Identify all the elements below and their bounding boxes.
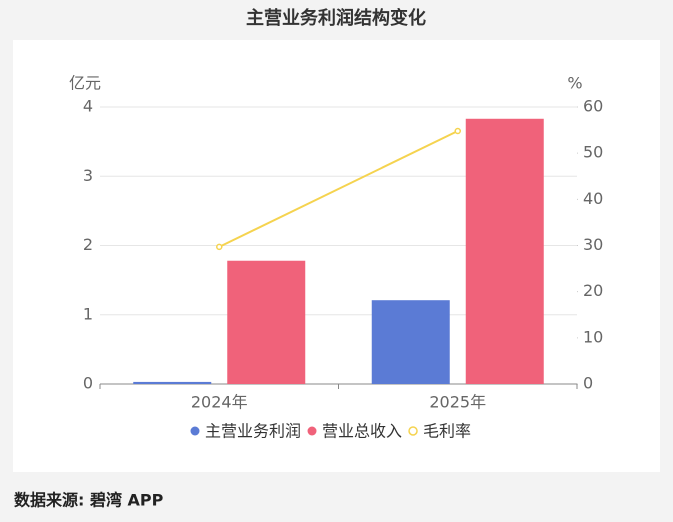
y2-tick-label: 40 [583, 189, 603, 208]
line [218, 130, 459, 248]
y-axis-label: 亿元 [69, 74, 101, 93]
x-tick-label: 2024年 [191, 393, 248, 412]
chart-title: 主营业务利润结构变化 [246, 7, 426, 29]
legend-label: 主营业务利润 [205, 422, 301, 441]
y2-tick-label: 50 [583, 143, 603, 162]
y-tick-label: 4 [83, 97, 93, 116]
legend-marker [190, 426, 200, 436]
y2-tick-label: 60 [583, 97, 603, 116]
line-point [454, 127, 461, 135]
legend-label: 毛利率 [423, 422, 471, 441]
y2-tick-label: 30 [583, 235, 603, 254]
line-point [216, 243, 223, 251]
legend-marker [307, 426, 317, 436]
legend-marker [408, 426, 418, 436]
y-tick-label: 0 [83, 374, 93, 393]
y2-tick-label: 20 [583, 281, 603, 300]
chart-card [13, 40, 660, 472]
y2-tick-label: 0 [583, 374, 593, 393]
y2-tick-label: 10 [583, 327, 603, 346]
bar [133, 381, 212, 384]
y-tick-label: 1 [83, 304, 93, 323]
source-note: 数据来源: 碧湾 APP [14, 491, 164, 510]
bar [227, 260, 306, 384]
y-tick-label: 3 [83, 166, 93, 185]
y-tick-label: 2 [83, 235, 93, 254]
bar [371, 300, 450, 384]
x-tick-label: 2025年 [429, 393, 486, 412]
y2-axis-label: % [567, 74, 582, 93]
legend-label: 营业总收入 [322, 422, 402, 441]
bar [465, 118, 544, 385]
